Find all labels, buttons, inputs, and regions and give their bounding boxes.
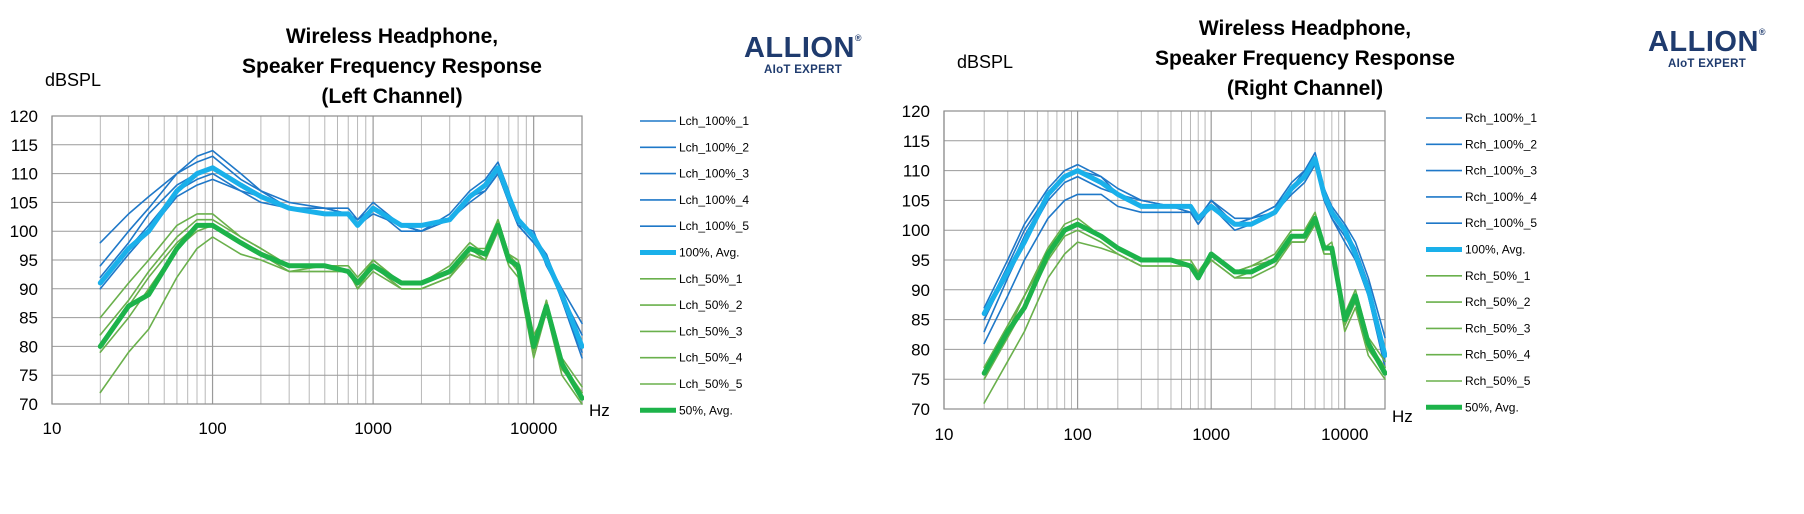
y-tick-label: 95 [19,251,38,270]
legend-label: Lch_100%_2 [679,140,749,154]
title-line: Speaker Frequency Response [242,55,542,78]
legend-label: 100%, Avg. [679,246,740,260]
x-axis-unit-label: Hz [1392,407,1413,426]
series-line [981,215,1387,376]
y-tick-label: 85 [19,309,38,328]
logo-sub-text: AIoT EXPERT [1667,58,1747,70]
y-tick-label: 105 [10,193,38,212]
series-line [97,165,584,349]
legend-label: Rch_100%_5 [1465,216,1537,230]
legend-label: Lch_50%_3 [679,324,743,338]
chart-svg-left: 70 75 80 85 90 95 100 105 110 115 120 10 100 1000 1000… [10,107,750,438]
x-tick-label: 1000 [354,419,392,438]
y-tick-label: 85 [911,311,930,330]
legend-label: Lch_100%_1 [679,114,749,128]
series-line [981,156,1387,358]
legend-label: Lch_100%_4 [679,193,749,207]
title-line: Wireless Headphone, [285,25,499,48]
chart-panel-right: 70 75 80 85 90 95 100 105 110 115 120 10 100 1000 1000… [902,0,1804,514]
logo-main-text: ALLION® [1647,26,1767,58]
y-tick-label: 110 [11,165,38,184]
legend-label: Lch_50%_2 [679,298,743,312]
series-line [983,217,1386,369]
chart-title-left: Wireless Headphone, Speaker Frequency Re… [237,22,547,112]
x-tick-label: 10 [935,425,954,444]
chart-panel-left: 70 75 80 85 90 95 100 105 110 115 120 10 100 1000 1000… [10,22,868,438]
y-tick-label: 120 [10,107,38,126]
x-tick-label: 10000 [1321,425,1368,444]
legend-label: Lch_50%_5 [679,377,743,391]
y-tick-label: 75 [19,366,38,385]
x-tick-label: 100 [1063,425,1091,444]
plot-frame [943,110,1386,410]
legend-label: Rch_50%_5 [1465,374,1531,388]
series-lines [97,149,584,405]
x-axis-unit-label: Hz [589,401,610,420]
legend-label: Rch_100%_3 [1465,164,1537,178]
legend: Rch_100%_1 Rch_100%_2 Rch_100%_3 Rch_100%_4… [1426,111,1537,414]
title-line: Speaker Frequency Response [1155,47,1455,70]
series-line [983,217,1386,375]
y-tick-label: 80 [911,340,930,359]
title-line: Wireless Headphone, [1198,17,1412,40]
y-tick-label: 100 [902,221,930,240]
legend: Lch_100%_1 Lch_100%_2 Lch_100%_3 Lch_100%_4… [640,114,749,417]
x-tick-label: 1000 [1192,425,1230,444]
legend-label: Rch_50%_3 [1465,321,1531,335]
grid [51,115,583,405]
allion-logo-right: ALLION® AIoT EXPERT [1642,28,1772,71]
series-line [97,222,584,401]
x-tick-label: 100 [198,419,226,438]
legend-label: Rch_50%_4 [1465,348,1531,362]
y-tick-label: 105 [902,191,930,210]
legend-label: Lch_50%_1 [679,272,743,286]
y-tick-label: 75 [911,370,930,389]
logo-sub-text: AIoT EXPERT [763,64,843,76]
legend-label: Rch_50%_2 [1465,295,1531,309]
chart-svg-right: 70 75 80 85 90 95 100 105 110 115 120 10 100 1000 1000… [902,102,1537,444]
title-line: (Right Channel) [1226,77,1384,100]
y-tick-label: 115 [903,132,930,151]
allion-logo-left: ALLION® AIoT EXPERT [738,34,868,77]
legend-label: 50%, Avg. [679,403,733,417]
x-tick-label: 10000 [510,419,557,438]
y-axis-unit-label-left: dBSPL [45,70,102,90]
series-line [983,223,1386,404]
legend-label: Rch_100%_2 [1465,137,1537,151]
y-tick-label: 120 [902,102,930,121]
y-tick-label: 95 [911,251,930,270]
plot-frame [51,115,583,405]
y-axis-unit-label-right: dBSPL [957,52,1014,72]
chart-title-right: Wireless Headphone, Speaker Frequency Re… [1150,14,1460,104]
legend-label: 100%, Avg. [1465,243,1526,257]
series-line [99,224,583,394]
y-tick-label: 80 [19,337,38,356]
logo-main-text: ALLION® [743,32,863,64]
legend-label: 50%, Avg. [1465,400,1519,414]
series-line [99,155,583,325]
x-tick-label: 10 [43,419,62,438]
legend-label: Lch_100%_5 [679,219,749,233]
legend-label: Rch_100%_4 [1465,190,1537,204]
legend-label: Rch_100%_1 [1465,111,1537,125]
y-tick-label: 115 [11,136,38,155]
y-tick-label: 70 [911,400,930,419]
series-line [99,218,583,394]
series-lines [981,151,1387,404]
series-line [99,213,583,388]
y-tick-label: 110 [903,162,930,181]
y-tick-label: 100 [10,222,38,241]
legend-label: Lch_50%_4 [679,351,743,365]
y-tick-label: 90 [911,281,930,300]
legend-label: Rch_50%_1 [1465,269,1531,283]
y-tick-label: 70 [19,395,38,414]
y-tick-label: 90 [19,280,38,299]
legend-label: Lch_100%_3 [679,167,749,181]
title-line: (Left Channel) [321,85,463,108]
